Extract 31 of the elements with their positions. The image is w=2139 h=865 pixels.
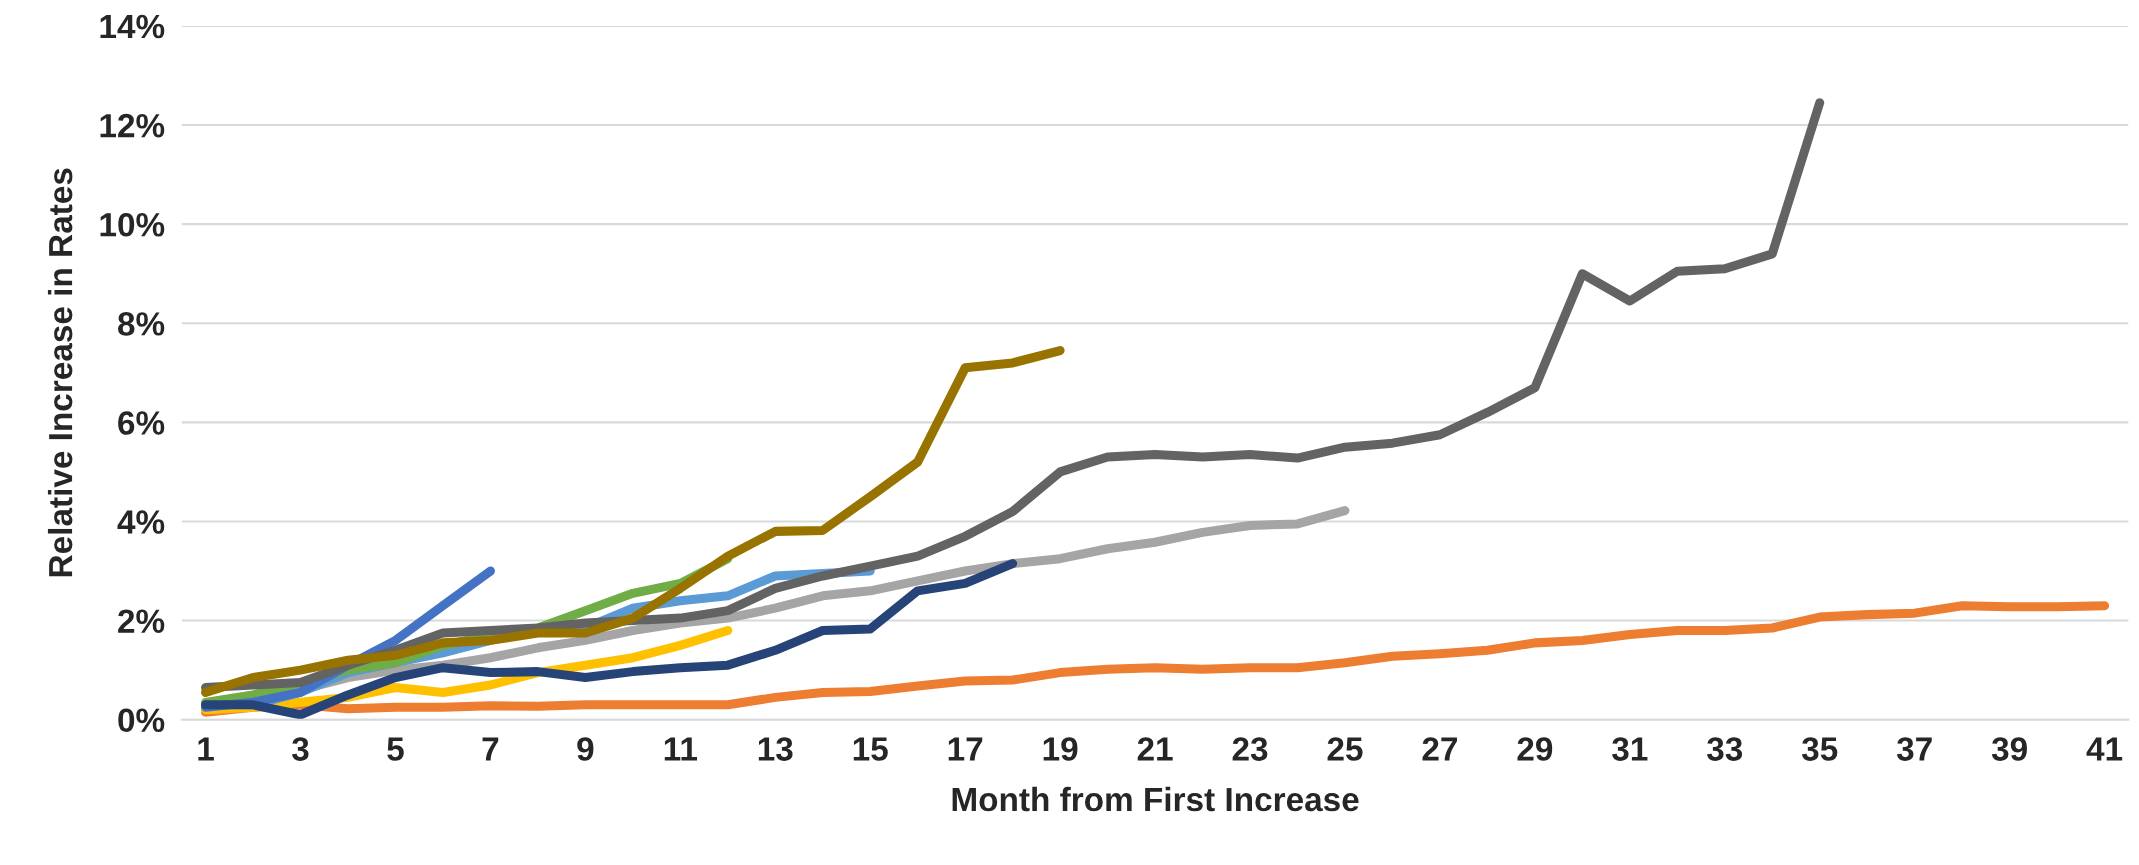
x-tick-label: 3 — [292, 737, 309, 761]
x-tick-label: 31 — [1612, 737, 1648, 761]
x-tick-label: 23 — [1232, 737, 1268, 761]
y-tick-label: 4% — [117, 510, 165, 534]
x-tick-label: 37 — [1896, 737, 1932, 761]
x-tick-label: 15 — [853, 737, 888, 761]
y-axis-title: Relative Increase in Rates — [47, 168, 73, 577]
x-tick-label: 21 — [1137, 737, 1173, 761]
x-tick-label: 33 — [1706, 737, 1743, 761]
x-tick-label: 1 — [198, 737, 214, 761]
x-tick-label: 35 — [1801, 737, 1838, 761]
y-tick-label: 10% — [100, 212, 165, 237]
x-tick-label: 11 — [664, 737, 697, 761]
x-tick-label: 29 — [1517, 737, 1553, 761]
y-tick-label: 6% — [118, 411, 165, 435]
x-tick-label: 41 — [2086, 737, 2123, 761]
y-tick-label: 14% — [100, 14, 165, 39]
x-tick-label: 25 — [1327, 737, 1363, 761]
x-tick-label: 19 — [1043, 737, 1078, 761]
y-tick-label: 0% — [118, 708, 165, 733]
x-tick-label: 7 — [482, 737, 499, 761]
x-tick-label: 13 — [758, 737, 793, 761]
x-tick-label: 9 — [577, 737, 594, 761]
y-tick-label: 12% — [100, 113, 165, 138]
x-tick-label: 39 — [1991, 737, 2027, 761]
x-tick-label: 5 — [387, 737, 404, 761]
x-tick-label: 27 — [1422, 737, 1457, 761]
x-axis-title: Month from First Increase — [952, 786, 1359, 812]
y-tick-label: 8% — [118, 312, 165, 336]
x-tick-label: 17 — [948, 737, 983, 761]
y-tick-label: 2% — [118, 609, 165, 633]
